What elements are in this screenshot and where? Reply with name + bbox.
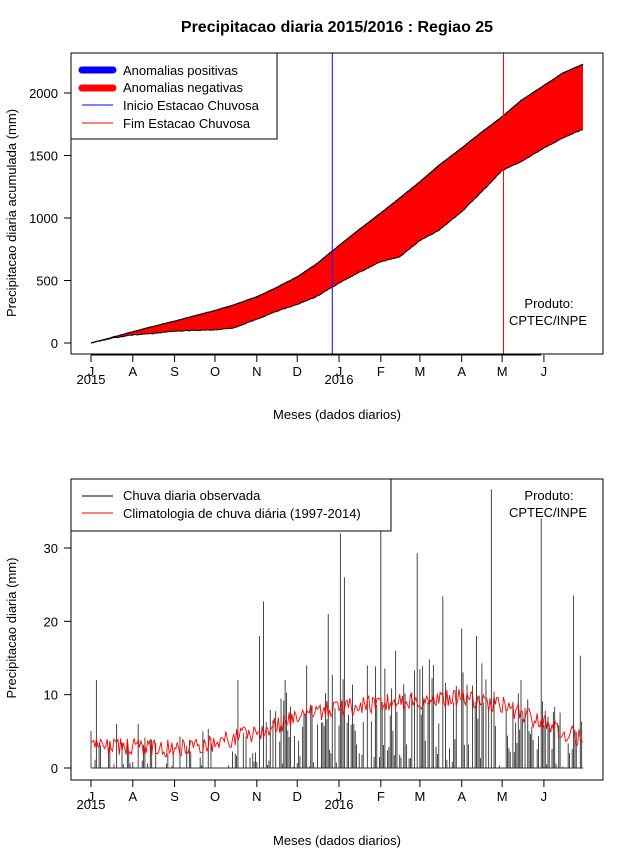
- x-tick-label: J: [541, 789, 548, 804]
- legend-box-2: [70, 478, 392, 532]
- x-tick-label: M: [414, 364, 425, 379]
- x-axis-title-1: Meses (dados diarios): [273, 407, 401, 422]
- produto-org-2: CPTEC/INPE: [509, 505, 587, 520]
- year-label-2016-b: 2016: [325, 797, 354, 812]
- y-axis-title-2: Precipitacao diaria (mm): [4, 558, 19, 699]
- x-tick-label: A: [457, 364, 466, 379]
- legend-label-observed: Chuva diaria observada: [123, 488, 261, 503]
- y-tick-label: 0: [51, 336, 58, 351]
- climatology-daily-line: [90, 689, 584, 758]
- legend-label-negative: Anomalias negativas: [123, 80, 243, 95]
- legend-label-start: Inicio Estacao Chuvosa: [123, 98, 260, 113]
- legend-label-end: Fim Estacao Chuvosa: [123, 116, 251, 131]
- season-lines: [331, 53, 504, 354]
- legend-label-positive: Anomalias positivas: [123, 63, 238, 78]
- year-label-2016: 2016: [325, 372, 354, 387]
- x-tick-label: F: [377, 789, 385, 804]
- panel-daily: 0 10 20 30 J A S O N D J F M A M J 2015 2016 Meses (da…: [4, 478, 604, 848]
- figure-title: Precipitacao diaria 2015/2016 : Regiao 2…: [181, 19, 493, 36]
- x-tick-label: O: [210, 789, 220, 804]
- x-tick-label: O: [210, 364, 220, 379]
- x-tick-label: J: [336, 789, 343, 804]
- y-tick-label: 500: [36, 274, 58, 289]
- y-tick-label: 2000: [29, 86, 58, 101]
- y-tick-label: 20: [44, 614, 58, 629]
- x-tick-label: M: [497, 364, 508, 379]
- x-axis-title-2: Meses (dados diarios): [273, 833, 401, 848]
- x-tick-label: M: [414, 789, 425, 804]
- x-tick-label: N: [252, 789, 261, 804]
- x-tick-label: J: [88, 364, 95, 379]
- x-tick-label: J: [88, 789, 95, 804]
- plot-frame-1: [70, 52, 604, 355]
- y-tick-label: 0: [51, 761, 58, 776]
- observed-cumulative-line: [90, 128, 584, 344]
- y-tick-label: 1000: [29, 211, 58, 226]
- y-axis-title-1: Precipitacao diaria acumulada (mm): [4, 109, 19, 317]
- x-tick-label: F: [377, 364, 385, 379]
- y-tick-label: 1500: [29, 149, 58, 164]
- year-label-2015-b: 2015: [77, 797, 106, 812]
- x-tick-label: A: [128, 789, 137, 804]
- x-tick-label: D: [293, 364, 302, 379]
- y-tick-label: 10: [44, 688, 58, 703]
- x-tick-label: S: [170, 789, 179, 804]
- legend-1: Anomalias positivas Anomalias negativas …: [70, 52, 278, 140]
- y-tick-label: 30: [44, 541, 58, 556]
- x-tick-label: S: [170, 364, 179, 379]
- x-tick-label: A: [457, 789, 466, 804]
- climatology-cumulative-line: [90, 63, 584, 344]
- x-tick-label: A: [128, 364, 137, 379]
- observed-daily-spikes: [90, 489, 583, 768]
- y-axis-2: 0 10 20 30: [44, 541, 71, 776]
- year-label-2015: 2015: [77, 372, 106, 387]
- observed-spikes: [90, 489, 583, 769]
- climatology-line: [90, 689, 584, 758]
- legend-label-climatology: Climatologia de chuva diária (1997-2014): [123, 506, 361, 521]
- produto-label-1: Produto:: [524, 296, 573, 311]
- x-tick-label: J: [541, 364, 548, 379]
- produto-label-2: Produto:: [524, 488, 573, 503]
- x-tick-label: M: [497, 789, 508, 804]
- x-tick-label: N: [252, 364, 261, 379]
- produto-org-1: CPTEC/INPE: [509, 313, 587, 328]
- x-tick-label: D: [293, 789, 302, 804]
- x-tick-label: J: [336, 364, 343, 379]
- legend-2: Chuva diaria observada Climatologia de c…: [70, 478, 392, 532]
- cumulative-lines: [90, 63, 584, 344]
- y-axis-1: 0 500 1000 1500 2000: [29, 86, 71, 351]
